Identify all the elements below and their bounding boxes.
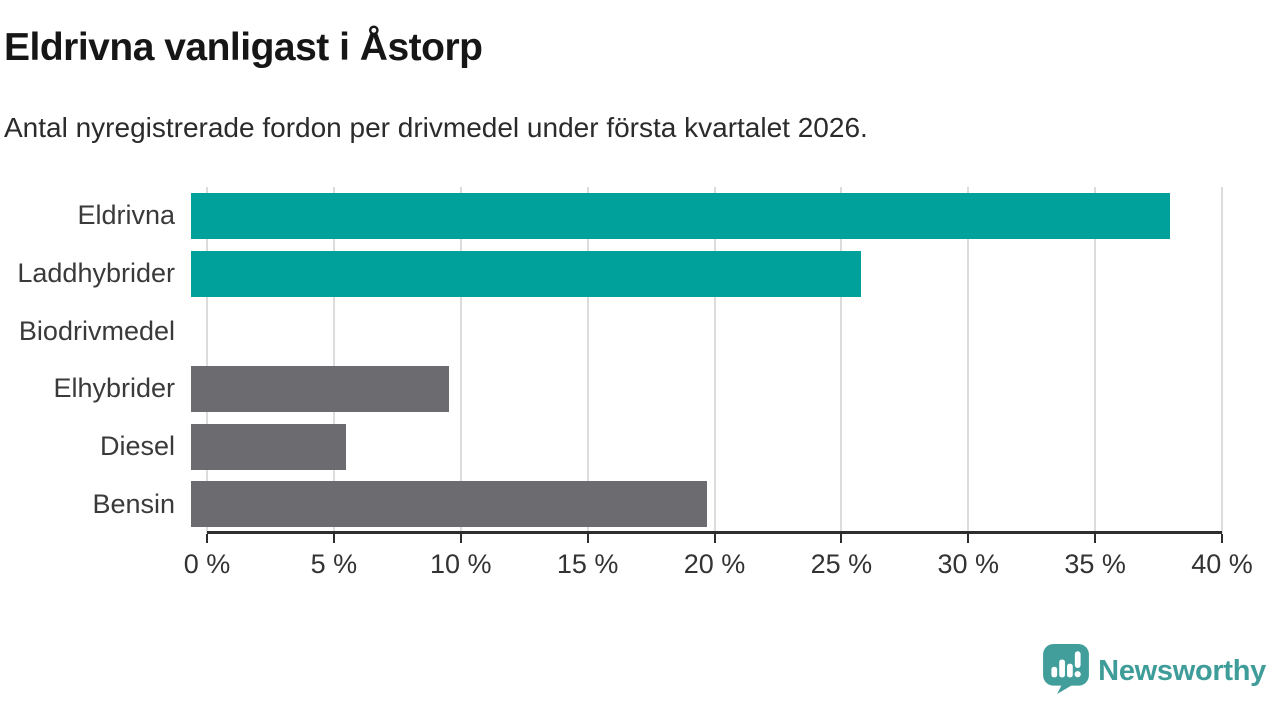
x-axis-tick-label: 10 % <box>429 549 492 579</box>
bar-track <box>191 245 1222 303</box>
brand-wordmark: Newsworthy <box>1098 655 1266 687</box>
x-axis-tick-label: 35 % <box>1064 549 1126 579</box>
category-label-biodrivmedel: Biodrivmedel <box>18 315 175 346</box>
category-label-bensin: Bensin <box>92 488 175 519</box>
chart-row: Biodrivmedel <box>0 302 1222 360</box>
x-axis-tick <box>1094 534 1097 543</box>
gridline <box>586 187 589 533</box>
category-label-diesel: Diesel <box>99 431 175 462</box>
gridline <box>332 187 335 533</box>
chart-row: Laddhybrider <box>0 245 1222 303</box>
bar-track <box>191 475 1222 533</box>
plot-grid <box>206 187 1223 533</box>
x-axis-tick <box>332 534 335 543</box>
bar-track <box>191 360 1222 418</box>
category-label-laddhybrider: Laddhybrider <box>17 258 175 288</box>
x-axis-tick-label: 0 % <box>183 549 231 579</box>
bar-chart: Eldrivna Laddhybrider Biodrivmedel Elhybrid… <box>0 187 1223 533</box>
x-axis-tick-label: 25 % <box>810 549 873 579</box>
x-axis-tick-label: 40 % <box>1191 549 1253 579</box>
brand-footer: Newsworthy <box>1043 644 1266 699</box>
x-axis-tick <box>967 534 970 543</box>
newsworthy-logo-icon <box>1043 644 1090 699</box>
x-axis-tick-label: 15 % <box>556 549 619 579</box>
bar-elhybrider <box>191 365 449 412</box>
bar-track <box>191 302 1222 360</box>
bar-laddhybrider <box>191 250 862 297</box>
x-axis: 0 % 5 % 10 % 15 % 20 % 25 % 30 % 35 % 40 % <box>184 531 1253 591</box>
gridline <box>206 187 208 533</box>
bar-eldrivna <box>191 192 1171 239</box>
x-axis-tick <box>586 534 589 543</box>
chart-row: Diesel <box>0 418 1222 476</box>
category-label-eldrivna: Eldrivna <box>77 200 175 231</box>
chart-row: Elhybrider <box>0 360 1222 418</box>
gridline <box>459 187 462 533</box>
x-axis-tick-label: 30 % <box>937 549 1000 579</box>
x-axis-tick <box>1221 534 1223 543</box>
gridline <box>840 187 843 533</box>
x-axis-tick <box>840 534 843 543</box>
chart-rows: Eldrivna Laddhybrider Biodrivmedel Elhybrid… <box>0 187 1222 533</box>
bar-track <box>191 418 1222 476</box>
bar-diesel <box>191 423 346 470</box>
category-label-elhybrider: Elhybrider <box>53 373 175 404</box>
bar-track <box>191 187 1222 245</box>
x-axis-tick <box>206 534 208 543</box>
x-axis-tick-label: 5 % <box>310 549 358 579</box>
gridline <box>713 187 716 533</box>
gridline <box>1094 187 1097 533</box>
bar-bensin <box>191 481 707 528</box>
x-axis-tick <box>713 534 716 543</box>
gridline <box>1221 187 1223 533</box>
page-subtitle: Antal nyregistrerade fordon per drivmede… <box>4 112 868 143</box>
chart-row: Bensin <box>0 475 1222 533</box>
x-axis-tick <box>459 534 462 543</box>
x-axis-tick-label: 20 % <box>683 549 746 579</box>
page-title: Eldrivna vanligast i Åstorp <box>4 26 483 69</box>
chart-row: Eldrivna <box>0 187 1222 245</box>
gridline <box>967 187 970 533</box>
